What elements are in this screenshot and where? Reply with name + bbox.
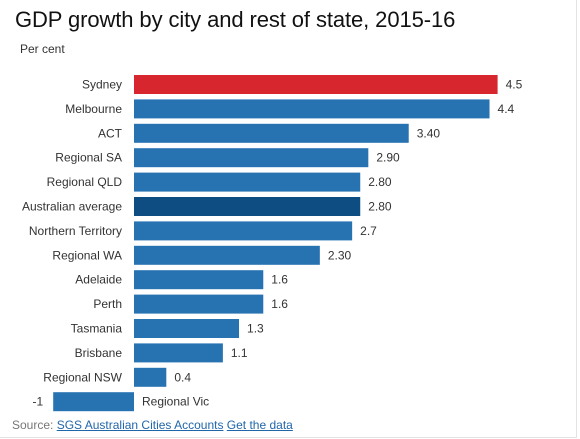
bar-regional-sa (134, 148, 369, 168)
value-label: 2.90 (376, 151, 400, 165)
bar-northern-territory (134, 221, 353, 241)
bar-chart: Sydney 4.5 Melbourne 4.4 ACT 3.40 Regional SA 2… (22, 75, 523, 412)
category-label: Regional QLD (47, 175, 123, 189)
value-label: 4.5 (506, 78, 523, 92)
value-label: 2.30 (328, 248, 352, 262)
source-prefix: Source: (12, 418, 54, 432)
category-label: Regional SA (55, 151, 122, 165)
bar-tasmania (134, 319, 240, 338)
category-label: Sydney (82, 78, 122, 92)
category-label: Melbourne (65, 102, 122, 116)
chart-title: GDP growth by city and rest of state, 20… (15, 7, 456, 32)
value-label: 3.40 (417, 126, 441, 140)
category-label: Brisbane (75, 346, 123, 360)
category-label: ACT (98, 126, 123, 140)
category-label: Tasmania (71, 322, 123, 336)
bar-regional-nsw (134, 367, 167, 387)
bar-regional-vic (53, 392, 135, 412)
value-label: 1.6 (271, 297, 288, 311)
bar-perth (134, 294, 264, 314)
value-label: 2.80 (368, 175, 392, 189)
bar-regional-qld (134, 172, 361, 192)
category-label: Regional NSW (43, 370, 122, 384)
category-label: Perth (93, 297, 122, 311)
value-label: 1.3 (247, 322, 264, 336)
chart-subtitle: Per cent (20, 42, 65, 56)
bar-australian-average (134, 197, 361, 216)
category-label: Northern Territory (29, 224, 122, 238)
value-label: 1.6 (271, 273, 288, 287)
bar-adelaide (134, 270, 264, 290)
bar-regional-wa (134, 245, 320, 265)
value-label: 1.1 (231, 346, 248, 360)
value-label: 4.4 (498, 102, 515, 116)
bar-act (134, 123, 409, 143)
bar-sydney (134, 75, 498, 94)
category-label: Regional Vic (142, 395, 209, 409)
value-label: 2.80 (368, 200, 392, 214)
value-label: -1 (33, 395, 44, 409)
value-label: 2.7 (360, 224, 377, 238)
bars-layer: Sydney 4.5 Melbourne 4.4 ACT 3.40 Regional SA 2… (22, 75, 523, 412)
category-label: Regional WA (52, 248, 122, 262)
category-label: Adelaide (75, 273, 122, 287)
bar-melbourne (134, 99, 490, 119)
source-line: Source: SGS Australian Cities Accounts G… (12, 418, 293, 432)
get-the-data-link[interactable]: Get the data (226, 418, 293, 432)
value-label: 0.4 (174, 370, 191, 384)
bar-brisbane (134, 343, 223, 363)
source-link[interactable]: SGS Australian Cities Accounts (56, 418, 224, 432)
category-label: Australian average (22, 200, 122, 214)
